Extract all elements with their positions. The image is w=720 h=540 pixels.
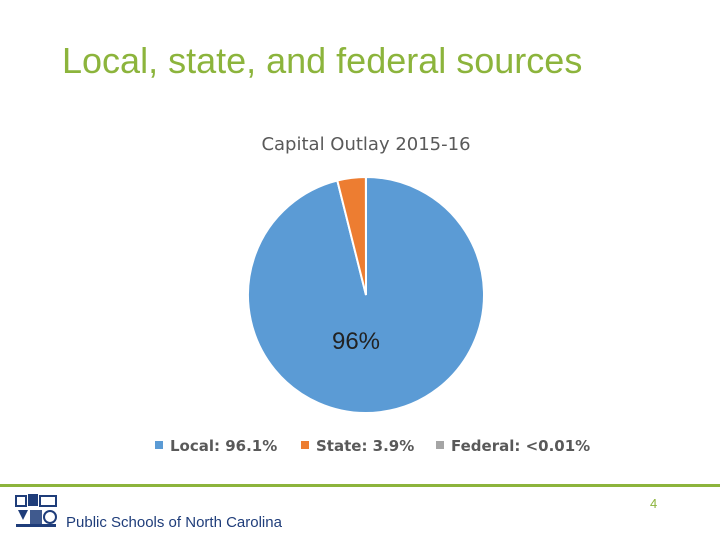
pie-slices	[247, 175, 485, 414]
chart-title: Capital Outlay 2015-16	[261, 134, 470, 155]
footer-divider	[0, 484, 720, 487]
pie-chart: Capital Outlay 2015-16 96% Local: 96.1% …	[155, 134, 590, 455]
legend-entry-local: Local: 96.1%	[170, 437, 277, 455]
legend-swatch-local	[155, 441, 163, 449]
page-number: 4	[650, 496, 658, 511]
legend-entry-state: State: 3.9%	[316, 437, 414, 455]
chart-legend: Local: 96.1% State: 3.9% Federal: <0.01%	[155, 437, 590, 455]
data-label-local: 96%	[332, 328, 380, 355]
legend-swatch-state	[301, 441, 309, 449]
slide-title: Local, state, and federal sources	[62, 40, 583, 81]
nc-dpi-logo-icon	[14, 492, 60, 537]
org-name: Public Schools of North Carolina	[66, 514, 282, 531]
legend-entry-federal: Federal: <0.01%	[451, 437, 590, 455]
legend-swatch-federal	[436, 441, 444, 449]
